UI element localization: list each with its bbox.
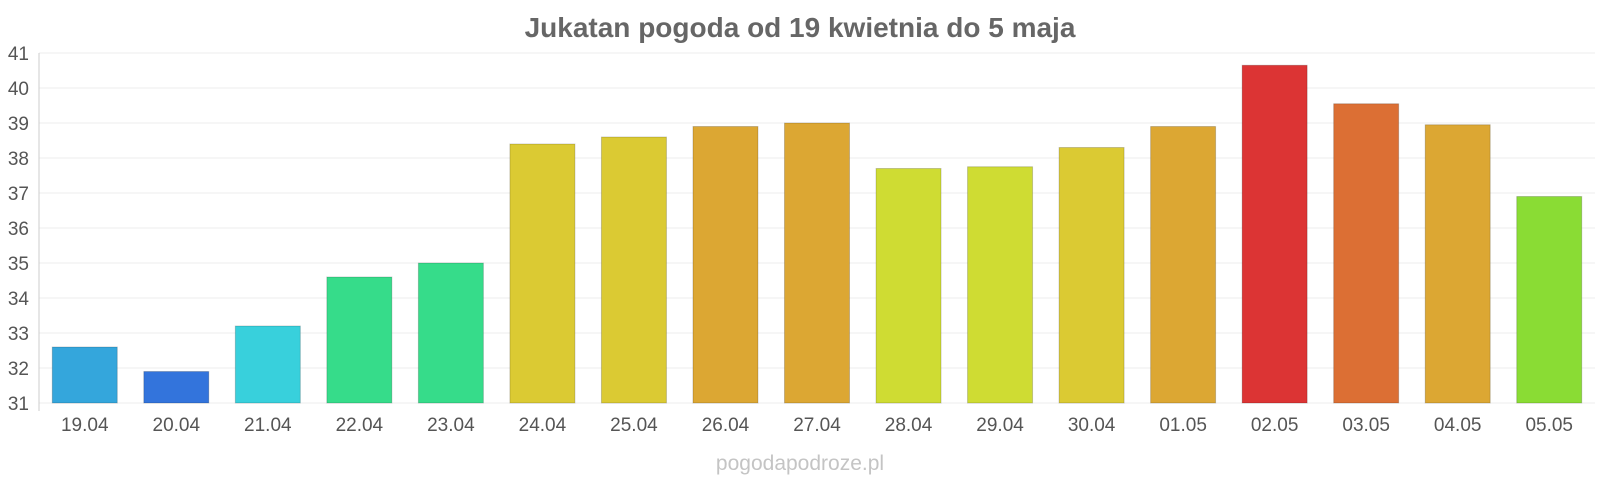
bar-29.04 xyxy=(967,166,1034,404)
bar-24.04 xyxy=(509,143,576,404)
bar-23.04 xyxy=(417,262,484,404)
x-tick-label: 28.04 xyxy=(885,415,933,436)
y-tick-label: 31 xyxy=(8,394,29,415)
y-tick-label: 39 xyxy=(8,114,29,135)
x-tick-label: 25.04 xyxy=(610,415,658,436)
x-tick-label: 26.04 xyxy=(702,415,750,436)
y-tick-label: 35 xyxy=(8,254,29,275)
x-tick-label: 27.04 xyxy=(793,415,841,436)
bar-05.05 xyxy=(1516,196,1583,404)
x-tick-label: 05.05 xyxy=(1525,415,1573,436)
x-tick-label: 02.05 xyxy=(1251,415,1299,436)
bar-26.04 xyxy=(692,126,759,404)
bars xyxy=(51,64,1583,404)
bar-30.04 xyxy=(1058,147,1125,404)
bar-01.05 xyxy=(1150,126,1217,404)
x-tick-label: 19.04 xyxy=(61,415,109,436)
y-tick-label: 34 xyxy=(8,289,30,310)
x-tick-label: 29.04 xyxy=(976,415,1024,436)
bar-25.04 xyxy=(600,136,667,404)
y-tick-label: 32 xyxy=(8,359,29,380)
y-axis: 31 32 33 34 35 36 37 38 39 40 41 xyxy=(8,44,40,415)
y-tick-label: 33 xyxy=(8,324,29,345)
y-tick-label: 40 xyxy=(8,79,29,100)
x-tick-label: 01.05 xyxy=(1159,415,1207,436)
bar-04.05 xyxy=(1424,124,1491,404)
bar-03.05 xyxy=(1333,103,1400,404)
x-axis: 19.04 20.04 21.04 22.04 23.04 24.04 25.04 26.04… xyxy=(61,415,1573,436)
x-tick-label: 23.04 xyxy=(427,415,475,436)
x-tick-label: 30.04 xyxy=(1068,415,1116,436)
x-tick-label: 04.05 xyxy=(1434,415,1482,436)
bar-20.04 xyxy=(143,371,210,404)
bar-02.05 xyxy=(1241,64,1308,404)
bar-27.04 xyxy=(784,122,850,404)
bar-28.04 xyxy=(875,168,942,404)
bar-19.04 xyxy=(51,346,118,404)
x-tick-label: 03.05 xyxy=(1342,415,1390,436)
y-tick-label: 36 xyxy=(8,219,29,240)
bar-21.04 xyxy=(234,325,301,404)
y-tick-label: 41 xyxy=(8,44,29,65)
bar-22.04 xyxy=(326,276,393,404)
x-tick-label: 22.04 xyxy=(336,415,384,436)
x-tick-label: 20.04 xyxy=(153,415,201,436)
footer-watermark: pogodapodroze.pl xyxy=(716,452,884,475)
chart-title: Jukatan pogoda od 19 kwietnia do 5 maja xyxy=(525,12,1076,43)
y-tick-label: 38 xyxy=(8,149,29,170)
x-tick-label: 24.04 xyxy=(519,415,567,436)
y-tick-label: 37 xyxy=(8,184,29,205)
x-tick-label: 21.04 xyxy=(244,415,292,436)
